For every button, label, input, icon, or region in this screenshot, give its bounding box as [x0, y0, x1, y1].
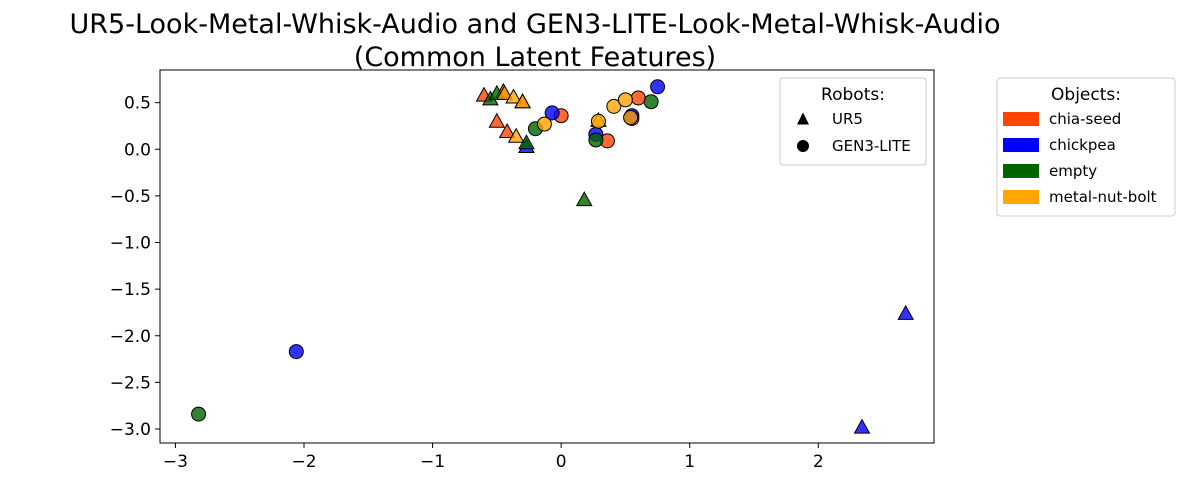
y-tick-label: −0.5: [110, 187, 151, 207]
objects-legend-title: Objects:: [1051, 85, 1121, 105]
data-point-circle-chickpea: [650, 79, 666, 95]
data-point-circle-empty: [191, 406, 207, 422]
y-tick-label: 0.0: [124, 140, 151, 160]
data-point-circle-chickpea: [544, 105, 560, 121]
data-point-circle-empty: [588, 132, 604, 148]
y-tick-label: −2.5: [110, 373, 151, 393]
data-point-circle-empty: [643, 94, 659, 110]
metal-nut-bolt-swatch: [1003, 190, 1039, 204]
data-point-circle-chickpea: [288, 344, 304, 360]
data-point-triangle-empty: [575, 191, 593, 207]
empty-swatch: [1003, 164, 1039, 178]
data-point-triangle-metal-nut-bolt: [496, 84, 513, 100]
x-tick-label: −1: [420, 452, 445, 472]
robots-legend-label-ur5: UR5: [832, 110, 863, 128]
data-point-triangle-chia-seed: [488, 112, 506, 128]
data-point-circle-metal-nut-bolt: [617, 92, 633, 108]
objects-legend-label-metal-nut-bolt: metal-nut-bolt: [1049, 188, 1157, 206]
objects-legend: Objects: chia-seed chickpea empty metal-…: [996, 77, 1176, 217]
data-point-triangle-chickpea: [897, 304, 915, 320]
robots-legend-label-gen3-lite: GEN3-LITE: [832, 137, 911, 155]
data-point-triangle-chickpea: [853, 418, 871, 434]
chart-subtitle: (Common Latent Features): [354, 42, 716, 73]
robots-legend: Robots: UR5 GEN3-LITE: [779, 77, 927, 166]
data-point-triangle-metal-nut-bolt: [505, 88, 522, 104]
robots-legend-title: Robots:: [821, 85, 885, 105]
objects-legend-label-empty: empty: [1049, 162, 1097, 180]
x-tick-label: −2: [291, 452, 316, 472]
data-point-circle-chia-seed: [630, 90, 646, 106]
chickpea-swatch: [1003, 138, 1039, 152]
objects-legend-label-chia-seed: chia-seed: [1049, 110, 1121, 128]
triangle-marker-icon: [797, 112, 809, 125]
x-tick-label: −3: [163, 452, 188, 472]
y-tick-label: −1.5: [110, 280, 151, 300]
points-layer: [191, 79, 915, 434]
data-point-circle-metal-nut-bolt: [623, 110, 639, 126]
data-point-circle-metal-nut-bolt: [606, 98, 622, 114]
data-point-triangle-metal-nut-bolt: [507, 127, 525, 143]
x-tick-label: 1: [684, 452, 695, 472]
chia-seed-swatch: [1003, 112, 1039, 126]
plot-frame: [159, 69, 935, 444]
objects-legend-label-chickpea: chickpea: [1049, 136, 1116, 154]
data-point-circle-metal-nut-bolt: [536, 116, 552, 132]
y-tick-label: −1.0: [110, 234, 151, 254]
chart-title: UR5-Look-Metal-Whisk-Audio and GEN3-LITE…: [70, 9, 1001, 40]
robots-legend-frame: [779, 77, 927, 166]
x-tick-label: 0: [556, 452, 567, 472]
circle-marker-icon: [797, 140, 809, 152]
objects-legend-frame: [996, 77, 1176, 217]
y-tick-label: −3.0: [110, 420, 151, 440]
y-tick-label: −2.0: [110, 327, 151, 347]
data-point-triangle-metal-nut-bolt: [514, 93, 531, 109]
axes-layer: −3 −2 −1 0 1 2 0.5 0.0 −0.5 −1.0 −1.5 −2.0 −2.5 −3.0: [110, 69, 935, 472]
x-tick-label: 2: [813, 452, 824, 472]
data-point-triangle-chia-seed: [498, 123, 516, 139]
data-point-circle-metal-nut-bolt: [590, 113, 606, 129]
y-tick-label: 0.5: [124, 94, 151, 114]
